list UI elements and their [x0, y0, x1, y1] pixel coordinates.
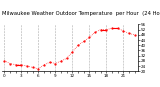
Text: Milwaukee Weather Outdoor Temperature  per Hour  (24 Hours): Milwaukee Weather Outdoor Temperature pe…: [2, 11, 160, 16]
